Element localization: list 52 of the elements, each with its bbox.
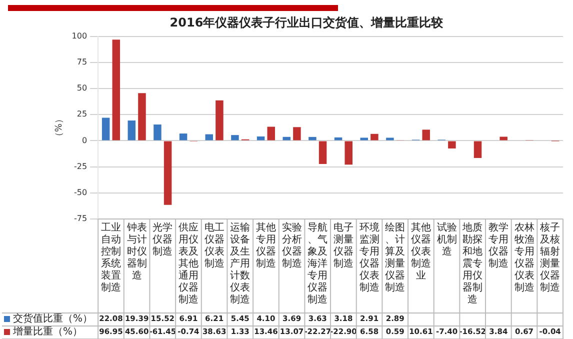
x-tick-label: 工业自动控制系统装置制造 bbox=[100, 222, 121, 294]
bar bbox=[154, 124, 162, 140]
bar bbox=[216, 100, 224, 140]
bar bbox=[267, 126, 275, 140]
bar bbox=[474, 141, 482, 158]
x-tick-label: 供应用仪表及其他通用仪器制造 bbox=[178, 222, 198, 306]
bar bbox=[112, 40, 120, 140]
y-tick-label: 0 bbox=[82, 136, 88, 145]
bar bbox=[386, 138, 394, 140]
y-tick-label: 50 bbox=[76, 84, 88, 93]
bar bbox=[138, 93, 146, 140]
y-tick-label: -75 bbox=[74, 214, 88, 224]
bar bbox=[256, 136, 265, 140]
x-tick-label: 运输设备及生产用计数仪表制造 bbox=[230, 222, 250, 306]
chart-title: 2016年仪器仪表子行业出口交货值、增量比重比较 bbox=[170, 15, 444, 30]
x-tick-label: 实验分析仪器制造 bbox=[282, 222, 302, 270]
bar bbox=[308, 136, 316, 140]
x-tick-label: 其他仪器仪表制造业 bbox=[410, 222, 431, 282]
y-tick-label: 25 bbox=[76, 110, 88, 119]
bar bbox=[231, 135, 239, 140]
x-tick-label: 绘图、计算及测量仪器制造 bbox=[385, 222, 406, 294]
y-tick-label: 75 bbox=[76, 58, 88, 67]
bar bbox=[360, 138, 368, 140]
bar bbox=[500, 136, 508, 140]
bar bbox=[128, 120, 136, 140]
x-tick-label: 导航、气象及海洋专用仪器制造 bbox=[308, 222, 328, 306]
x-tick-label: 其他专用仪器制造 bbox=[256, 222, 276, 270]
x-tick-label: 钟表与计时仪器制造 bbox=[126, 222, 147, 282]
bar bbox=[344, 141, 352, 165]
bar bbox=[179, 134, 188, 140]
x-tick-label: 环境监测专用仪器仪表制造 bbox=[359, 222, 380, 294]
x-tick-label: 电子测量仪器制造 bbox=[333, 222, 354, 270]
y-axis-title: （%） bbox=[54, 114, 65, 141]
x-tick-label: 电工仪器仪表制造 bbox=[204, 222, 224, 270]
bar bbox=[102, 118, 110, 140]
legend-label: 交货值比重（%） bbox=[13, 312, 93, 325]
bar bbox=[318, 141, 327, 164]
bar bbox=[422, 130, 430, 140]
y-tick-label: -25 bbox=[74, 162, 88, 171]
legend-label: 增量比重（%） bbox=[12, 326, 83, 338]
y-tick-label: 100 bbox=[72, 31, 88, 40]
bar bbox=[448, 141, 456, 148]
x-tick-label: 地质勘探和地震专用仪器制造 bbox=[462, 222, 483, 306]
x-tick-label: 核子及核辐射测量仪器制造 bbox=[539, 222, 560, 294]
bar bbox=[164, 141, 172, 205]
bar bbox=[293, 127, 301, 140]
x-tick-label: 教学专用仪器制造 bbox=[488, 222, 508, 270]
x-tick-label: 农林牧渔专用仪器仪表制造 bbox=[514, 222, 534, 294]
x-tick-label: 试验机制造 bbox=[436, 222, 457, 258]
y-tick-label: -50 bbox=[74, 188, 88, 197]
x-tick-label: 光学仪器制造 bbox=[152, 222, 173, 258]
bar bbox=[370, 134, 378, 140]
